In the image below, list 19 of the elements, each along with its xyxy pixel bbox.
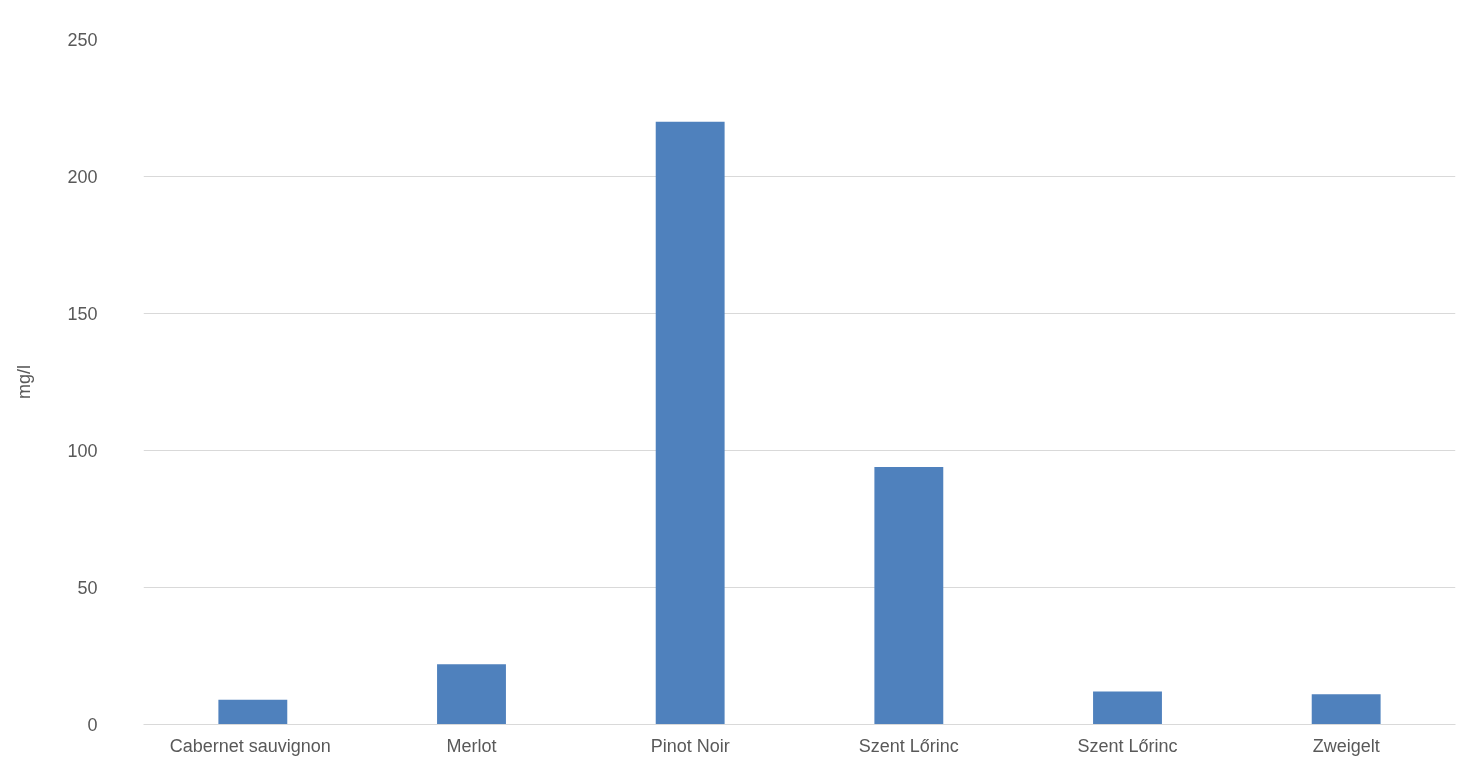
- bar: [874, 466, 944, 725]
- bar: [655, 121, 725, 725]
- y-tick-label: 200: [67, 167, 98, 187]
- bar: [1093, 691, 1162, 725]
- y-tick-label: 100: [67, 441, 98, 461]
- bar: [437, 664, 506, 725]
- x-tick-label: Zweigelt: [1312, 735, 1380, 756]
- y-tick-label: 250: [67, 30, 98, 50]
- bar: [218, 699, 288, 725]
- bar: [1311, 694, 1381, 725]
- y-tick-label: 0: [87, 715, 98, 735]
- y-tick-label: 50: [77, 578, 98, 598]
- y-axis-title: mg/l: [14, 364, 35, 399]
- x-tick-label: Cabernet sauvignon: [169, 735, 331, 756]
- x-tick-label: Pinot Noir: [650, 735, 730, 756]
- x-tick-label: Szent Lőrinc: [1077, 735, 1178, 756]
- x-tick-label: Merlot: [446, 735, 497, 756]
- y-tick-label: 150: [67, 304, 98, 324]
- x-tick-label: Szent Lőrinc: [858, 735, 959, 756]
